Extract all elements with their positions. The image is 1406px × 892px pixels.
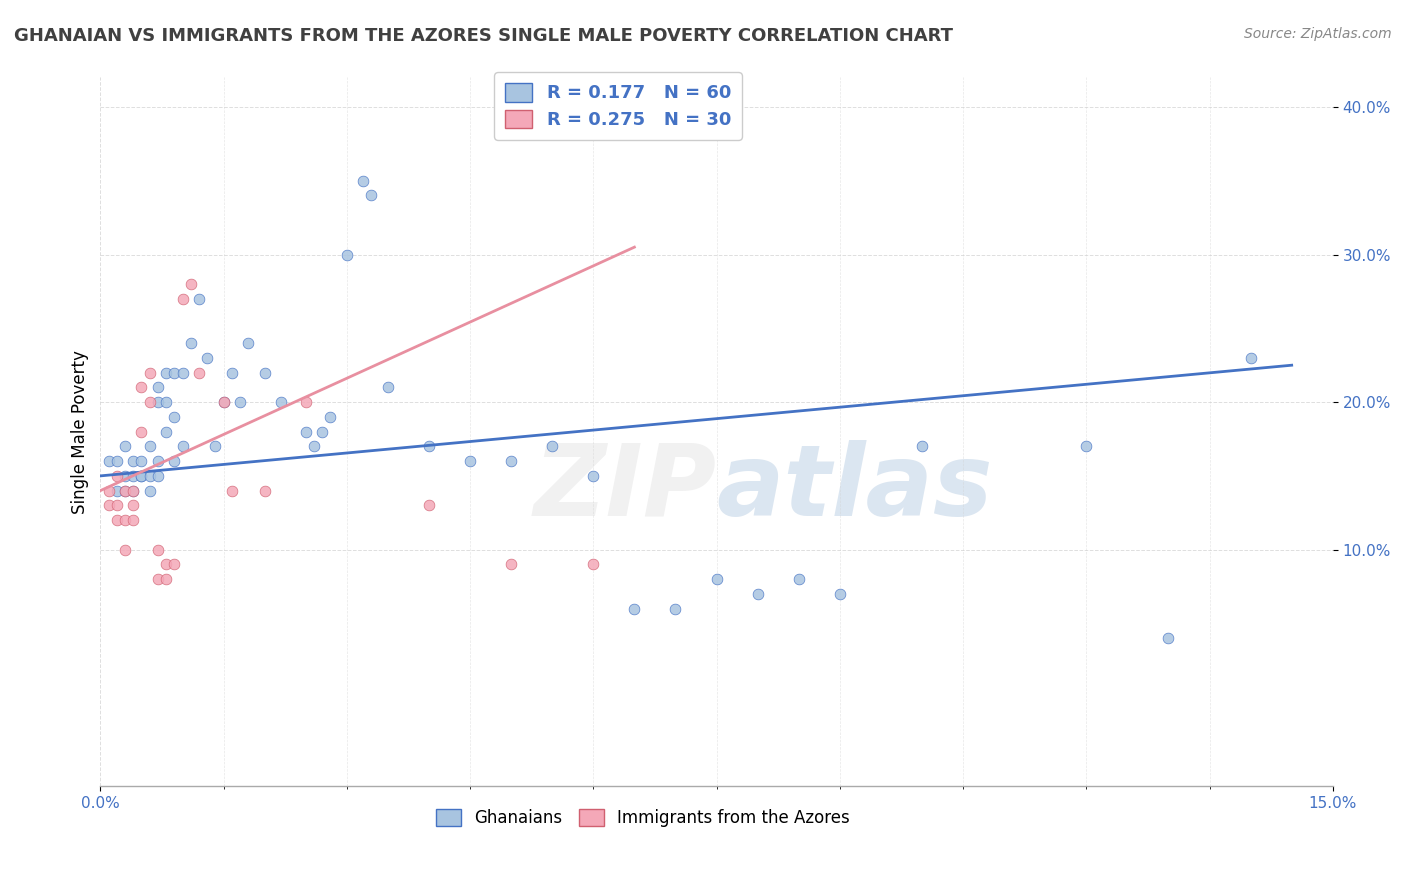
Point [747,587,769,601]
Point [294,425,316,439]
Point [787,572,810,586]
Point [541,439,564,453]
Point [180,336,202,351]
Point [1076,439,1098,453]
Point [163,366,186,380]
Point [828,587,851,601]
Point [163,558,186,572]
Point [212,395,235,409]
Point [122,499,145,513]
Point [138,483,160,498]
Point [187,366,209,380]
Point [221,366,243,380]
Point [105,513,128,527]
Point [163,454,186,468]
Point [122,469,145,483]
Point [377,380,399,394]
Point [212,395,235,409]
Point [418,499,440,513]
Point [155,366,177,380]
Text: Source: ZipAtlas.com: Source: ZipAtlas.com [1244,27,1392,41]
Point [352,174,374,188]
Point [138,469,160,483]
Point [138,439,160,453]
Point [172,366,194,380]
Point [146,542,169,557]
Point [114,439,136,453]
Point [253,483,276,498]
Point [180,277,202,291]
Point [187,292,209,306]
Point [122,483,145,498]
Point [501,454,523,468]
Point [253,366,276,380]
Point [582,469,605,483]
Point [114,483,136,498]
Text: atlas: atlas [717,440,993,537]
Point [146,572,169,586]
Point [1239,351,1261,365]
Text: GHANAIAN VS IMMIGRANTS FROM THE AZORES SINGLE MALE POVERTY CORRELATION CHART: GHANAIAN VS IMMIGRANTS FROM THE AZORES S… [14,27,953,45]
Point [114,542,136,557]
Point [131,469,153,483]
Point [122,513,145,527]
Point [138,395,160,409]
Point [105,483,128,498]
Point [270,395,292,409]
Point [97,499,120,513]
Point [336,247,359,261]
Point [418,439,440,453]
Point [155,395,177,409]
Point [195,351,218,365]
Point [302,439,325,453]
Point [582,558,605,572]
Point [131,469,153,483]
Point [238,336,260,351]
Point [172,292,194,306]
Point [911,439,934,453]
Point [172,439,194,453]
Point [311,425,333,439]
Point [155,558,177,572]
Point [664,601,686,615]
Point [146,395,169,409]
Point [221,483,243,498]
Point [105,454,128,468]
Point [294,395,316,409]
Point [131,454,153,468]
Point [122,454,145,468]
Point [131,425,153,439]
Point [114,513,136,527]
Point [146,469,169,483]
Point [1157,631,1180,645]
Point [706,572,728,586]
Point [155,572,177,586]
Point [122,483,145,498]
Y-axis label: Single Male Poverty: Single Male Poverty [72,350,89,514]
Point [105,469,128,483]
Point [146,454,169,468]
Text: ZIP: ZIP [533,440,717,537]
Point [114,469,136,483]
Point [155,425,177,439]
Point [163,409,186,424]
Point [360,188,382,202]
Point [105,499,128,513]
Point [114,483,136,498]
Point [97,483,120,498]
Point [97,454,120,468]
Point [138,366,160,380]
Point [229,395,252,409]
Point [319,409,342,424]
Point [131,380,153,394]
Point [458,454,481,468]
Legend: Ghanaians, Immigrants from the Azores: Ghanaians, Immigrants from the Azores [429,803,856,834]
Point [623,601,645,615]
Point [204,439,226,453]
Point [146,380,169,394]
Point [501,558,523,572]
